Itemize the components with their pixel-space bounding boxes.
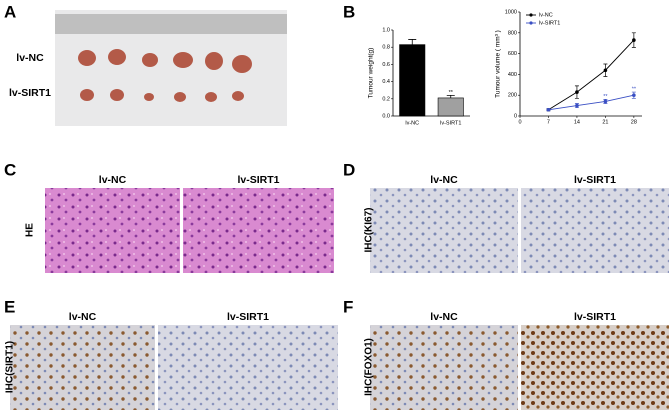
micrograph (183, 188, 334, 273)
marker (632, 93, 636, 97)
y-tick-label: 1000 (505, 9, 517, 15)
micrograph (45, 188, 180, 273)
row-label: lv-SIRT1 (9, 87, 51, 99)
column-header: lv-SIRT1 (574, 311, 616, 323)
y-tick-label: 0.8 (382, 45, 390, 51)
y-tick-label: 0.4 (382, 79, 390, 85)
panel-letter: D (343, 160, 355, 179)
marker (603, 68, 608, 73)
panel-letter: F (343, 297, 353, 316)
y-tick-label: 400 (508, 72, 517, 78)
panel-letter: C (4, 160, 16, 179)
x-tick-label: 0 (518, 119, 521, 125)
marker (632, 38, 636, 42)
y-tick-label: 200 (508, 93, 517, 99)
marker (575, 103, 579, 108)
legend-marker (529, 13, 533, 17)
significance: ** (603, 94, 608, 100)
row-label: lv-NC (16, 52, 44, 64)
micrograph (158, 325, 338, 410)
column-header: lv-NC (430, 174, 458, 186)
marker (603, 99, 608, 104)
y-tick-label: 0.2 (382, 96, 390, 102)
y-tick-label: 0.6 (382, 62, 390, 68)
significance: ** (632, 87, 637, 93)
x-tick-label: 7 (547, 119, 550, 125)
y-tick-label: 800 (508, 30, 517, 36)
y-tick-label: 1.0 (382, 27, 390, 33)
x-tick-label: lv-SIRT1 (440, 120, 461, 126)
column-header: lv-SIRT1 (227, 311, 269, 323)
legend-marker (529, 21, 533, 25)
significance: ** (449, 90, 454, 96)
row-label: IHC(SIRT1) (5, 341, 16, 393)
column-header: lv-NC (99, 174, 127, 186)
bar (399, 44, 426, 117)
ruler (55, 14, 287, 34)
panel-letter: B (343, 2, 355, 21)
error-bar (446, 94, 455, 98)
column-header: lv-SIRT1 (237, 174, 279, 186)
error-bar (408, 39, 417, 45)
marker (575, 90, 579, 94)
series-line (548, 94, 634, 111)
series-line (548, 39, 635, 111)
row-label: HE (25, 223, 36, 237)
x-tick-label: 28 (631, 119, 637, 125)
x-tick-label: 14 (574, 119, 580, 125)
x-tick-label: 21 (602, 119, 608, 125)
panel-letter: A (4, 2, 16, 21)
micrograph (370, 188, 518, 273)
micrograph (370, 325, 518, 410)
bar (437, 97, 464, 117)
y-tick-label: 0.0 (382, 113, 390, 119)
legend-label: lv-NC (539, 12, 553, 18)
legend-label: lv-SIRT1 (539, 20, 560, 26)
row-label: IHC(FOXO1) (364, 338, 375, 396)
micrograph (521, 188, 669, 273)
column-header: lv-SIRT1 (574, 174, 616, 186)
tumours (78, 49, 252, 102)
y-tick-label: 600 (508, 51, 517, 57)
row-label: IHC(KI67) (364, 207, 375, 252)
micrograph (521, 325, 669, 410)
x-tick-label: lv-NC (405, 120, 419, 126)
y-tick-label: 0 (514, 113, 517, 119)
column-header: lv-NC (430, 311, 458, 323)
y-axis-label: Tumour weight(g) (368, 48, 375, 99)
y-axis-label: Tumour volume ( mm³ ) (495, 30, 502, 98)
panel-letter: E (4, 297, 15, 316)
marker (546, 107, 551, 112)
micrograph (10, 325, 155, 410)
column-header: lv-NC (69, 311, 97, 323)
